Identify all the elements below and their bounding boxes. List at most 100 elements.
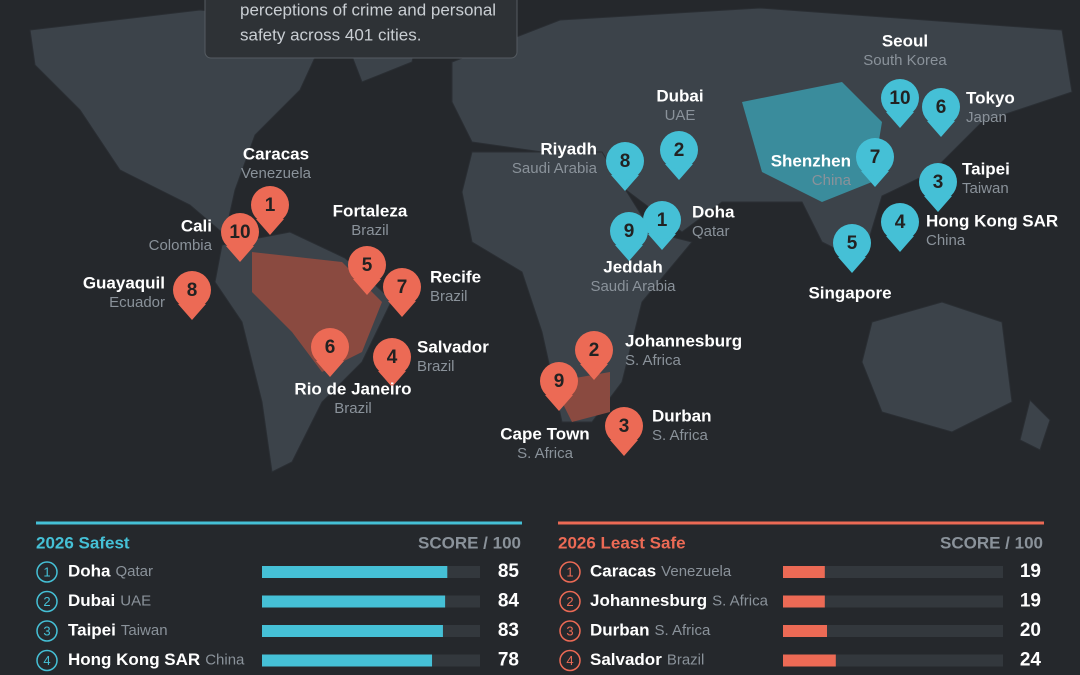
pin [861,171,889,187]
city-label: Cape Town [500,424,589,443]
rank: 4 [43,653,50,668]
city: Doha [68,561,111,580]
pin-rank: 3 [619,416,630,437]
pin-rank: 10 [889,88,910,109]
country: Taiwan [121,622,168,639]
pin-rank: 7 [397,277,408,298]
pin [919,163,957,201]
bar-track [783,654,1003,667]
tables: 2026 Safest SCORE / 100 1 Doha Qatar 85 2 Dubai… [36,521,1044,672]
city-label: Recife [430,267,481,286]
score-header: SCORE / 100 [940,533,1043,552]
bar-track [783,595,1003,608]
city: Hong Kong SAR [68,650,200,669]
rank-circle [559,561,581,583]
country: Brazil [667,651,705,668]
pin [226,246,254,262]
score: 83 [498,620,519,641]
pin-rank: 2 [589,340,600,361]
pin [610,440,638,456]
city-label: Rio de Janeiro [294,379,411,398]
city-label: Cali [181,216,212,235]
pin-rank: 8 [620,151,631,172]
city-label: Dubai [656,86,703,105]
table-title: 2026 Safest [36,533,130,552]
table-title: 2026 Least Safe [558,533,686,552]
score: 85 [498,561,520,582]
pin [927,121,955,137]
intro-box [204,0,518,59]
score-bar [262,654,433,667]
country: Venezuela [661,563,732,580]
pin [660,131,698,169]
country: UAE [120,592,151,609]
country-label: S. Africa [517,445,574,462]
rank-circle [36,590,58,613]
country-label: Brazil [334,400,372,417]
rank-circle [36,620,58,642]
pin [545,395,573,411]
score: 78 [498,650,519,671]
pin-rank: 5 [847,233,858,254]
country-label: Saudi Arabia [590,278,676,295]
intro-text: perceptions of crime and personal [240,0,496,19]
country-label: Ecuador [109,294,165,311]
country-label: Brazil [351,222,389,239]
city: Durban [590,620,650,639]
score-bar [783,566,825,578]
country-label: Japan [966,109,1007,126]
score: 24 [1020,650,1042,671]
pin [610,212,648,250]
pin-rank: 6 [325,337,336,358]
country-label: Taiwan [962,180,1009,197]
pin [643,201,681,239]
rank-circle [559,590,581,613]
pin-rank: 6 [936,97,947,118]
pin [575,331,613,369]
country-label: Brazil [430,288,468,305]
pin-rank: 1 [657,210,668,231]
pin [311,328,349,366]
pin [383,268,421,306]
bar-track [783,625,1003,637]
city-label: Singapore [808,283,891,302]
country: China [205,651,245,668]
pin-rank: 7 [870,147,881,168]
pin [316,361,344,377]
pin [348,246,386,284]
pin [606,142,644,180]
pin-rank: 2 [674,140,685,161]
city-label: Riyadh [540,139,597,158]
city-label: Guayaquil [83,273,165,292]
score: 84 [498,591,520,612]
score-bar [783,654,836,667]
city-label: Tokyo [966,88,1015,107]
city-label: Hong Kong SAR [926,211,1058,230]
city: Caracas [590,561,656,580]
city-label: Durban [652,406,712,425]
bar-track [783,566,1003,578]
country-label: Qatar [692,223,730,240]
pins: 1 Doha Qatar 2 Dubai UAE 3 Taipei Taiwan 4 Hong Ko… [83,31,1058,461]
pin [886,112,914,128]
country-label: Venezuela [241,165,312,182]
city-label: Jeddah [603,257,663,276]
city: Salvador [590,650,662,669]
pin [221,213,259,251]
pin-rank: 5 [362,255,373,276]
pin-rank: 9 [554,371,565,392]
country-label: China [926,232,966,249]
country-label: South Korea [863,52,947,69]
country-label: UAE [665,107,696,124]
country: S. Africa [712,592,769,609]
country-label: Saudi Arabia [512,160,598,177]
score-bar [262,595,446,608]
score: 20 [1020,620,1041,641]
score: 19 [1020,561,1041,582]
city-label: Fortaleza [333,201,408,220]
rank-circle [559,620,581,642]
rank: 2 [566,594,573,609]
country-label: S. Africa [652,427,709,444]
pin [833,224,871,262]
